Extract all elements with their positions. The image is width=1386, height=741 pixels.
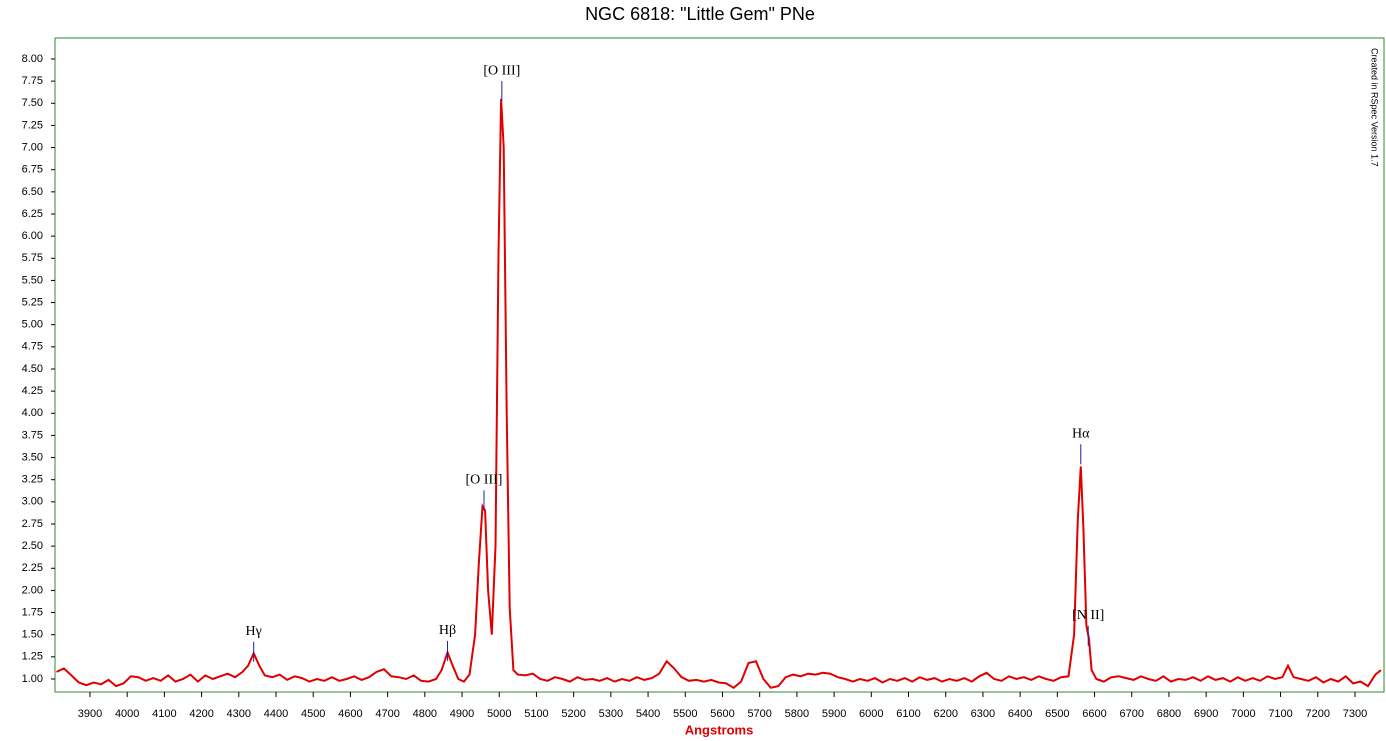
x-tick-label: 5600 bbox=[710, 708, 734, 720]
y-tick-label: 3.25 bbox=[22, 474, 43, 486]
x-tick-label: 4200 bbox=[189, 708, 213, 720]
x-tick-label: 7200 bbox=[1306, 708, 1330, 720]
line-label: Hγ bbox=[246, 624, 262, 639]
x-tick-label: 6600 bbox=[1082, 708, 1106, 720]
y-tick-label: 5.25 bbox=[22, 296, 43, 308]
x-tick-label: 5100 bbox=[524, 708, 548, 720]
x-tick-label: 5300 bbox=[599, 708, 623, 720]
x-tick-label: 6700 bbox=[1120, 708, 1144, 720]
y-tick-label: 6.25 bbox=[22, 208, 43, 220]
y-tick-label: 2.75 bbox=[22, 518, 43, 530]
y-tick-label: 6.75 bbox=[22, 164, 43, 176]
x-tick-label: 5800 bbox=[785, 708, 809, 720]
y-tick-label: 1.50 bbox=[22, 629, 43, 641]
x-tick-label: 4400 bbox=[264, 708, 288, 720]
y-tick-label: 8.00 bbox=[22, 53, 43, 65]
y-tick-label: 5.00 bbox=[22, 319, 43, 331]
x-tick-label: 5700 bbox=[747, 708, 771, 720]
x-tick-label: 6900 bbox=[1194, 708, 1218, 720]
y-tick-label: 7.00 bbox=[22, 141, 43, 153]
x-axis-label: Angstroms bbox=[685, 722, 754, 737]
x-tick-label: 6400 bbox=[1008, 708, 1032, 720]
x-tick-label: 7000 bbox=[1231, 708, 1255, 720]
x-tick-label: 4500 bbox=[301, 708, 325, 720]
y-tick-label: 7.25 bbox=[22, 119, 43, 131]
y-tick-label: 5.75 bbox=[22, 252, 43, 264]
x-tick-label: 4000 bbox=[115, 708, 139, 720]
x-tick-label: 4100 bbox=[152, 708, 176, 720]
y-tick-label: 7.75 bbox=[22, 75, 43, 87]
y-tick-label: 1.75 bbox=[22, 606, 43, 618]
x-tick-label: 5900 bbox=[822, 708, 846, 720]
x-tick-label: 6000 bbox=[859, 708, 883, 720]
chart-title: NGC 6818: "Little Gem" PNe bbox=[585, 4, 815, 24]
x-tick-label: 5200 bbox=[561, 708, 585, 720]
y-tick-label: 3.50 bbox=[22, 451, 43, 463]
x-tick-label: 7100 bbox=[1268, 708, 1292, 720]
line-label: Hα bbox=[1072, 426, 1090, 441]
x-tick-label: 6200 bbox=[933, 708, 957, 720]
y-tick-label: 1.00 bbox=[22, 673, 43, 685]
y-tick-label: 4.75 bbox=[22, 341, 43, 353]
x-tick-label: 5500 bbox=[673, 708, 697, 720]
plot-frame bbox=[54, 37, 1385, 693]
y-tick-label: 7.50 bbox=[22, 97, 43, 109]
y-tick-label: 4.00 bbox=[22, 407, 43, 419]
x-tick-label: 3900 bbox=[78, 708, 102, 720]
y-tick-label: 2.00 bbox=[22, 584, 43, 596]
x-tick-label: 4800 bbox=[413, 708, 437, 720]
x-tick-label: 5400 bbox=[636, 708, 660, 720]
x-tick-label: 7300 bbox=[1343, 708, 1367, 720]
line-label: [O III] bbox=[466, 473, 503, 488]
x-tick-label: 6100 bbox=[896, 708, 920, 720]
x-tick-label: 4900 bbox=[450, 708, 474, 720]
y-tick-label: 2.25 bbox=[22, 562, 43, 574]
y-tick-label: 2.50 bbox=[22, 540, 43, 552]
x-tick-label: 6500 bbox=[1045, 708, 1069, 720]
y-tick-label: 6.00 bbox=[22, 230, 43, 242]
line-label: [O III] bbox=[483, 63, 520, 78]
y-tick-label: 3.00 bbox=[22, 496, 43, 508]
line-label: Hβ bbox=[439, 623, 456, 638]
x-tick-label: 5000 bbox=[487, 708, 511, 720]
credit: Created in RSpec Version 1.7 bbox=[1370, 48, 1380, 167]
y-tick-label: 1.25 bbox=[22, 651, 43, 663]
x-tick-label: 4600 bbox=[338, 708, 362, 720]
y-tick-label: 4.50 bbox=[22, 363, 43, 375]
y-tick-label: 3.75 bbox=[22, 429, 43, 441]
x-tick-label: 6300 bbox=[971, 708, 995, 720]
x-tick-label: 6800 bbox=[1157, 708, 1181, 720]
line-label: [N II] bbox=[1072, 608, 1104, 623]
y-tick-label: 6.50 bbox=[22, 186, 43, 198]
x-tick-label: 4700 bbox=[375, 708, 399, 720]
spectrum-line bbox=[56, 98, 1382, 690]
y-tick-label: 4.25 bbox=[22, 385, 43, 397]
y-tick-label: 5.50 bbox=[22, 274, 43, 286]
x-tick-label: 4300 bbox=[227, 708, 251, 720]
